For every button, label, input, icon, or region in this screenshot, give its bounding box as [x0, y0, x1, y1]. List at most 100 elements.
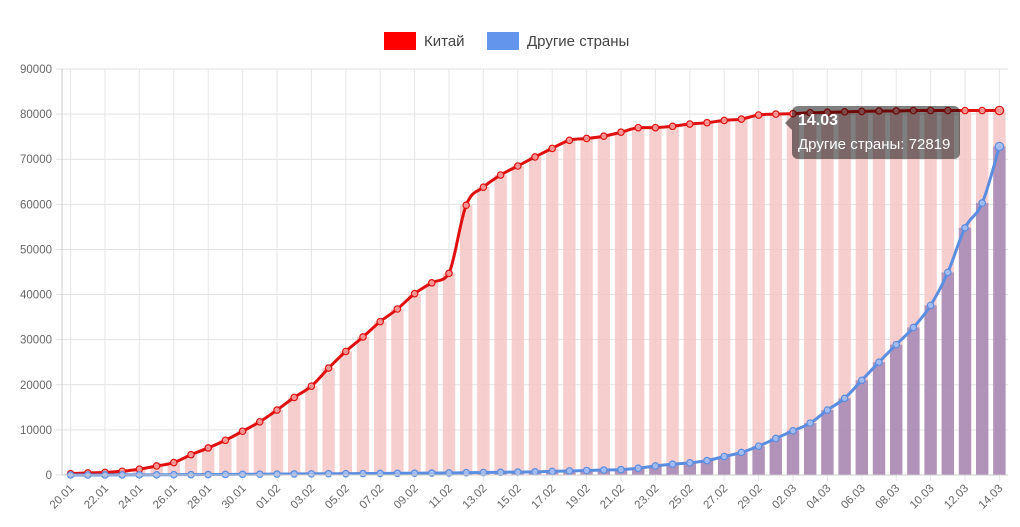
- y-tick-label: 10000: [20, 425, 52, 437]
- point-china-19.02: [582, 134, 591, 143]
- bar-other-06.03: [855, 380, 868, 475]
- bar-china-29.01: [219, 440, 232, 475]
- point-china-11.02: [445, 269, 453, 278]
- point-china-10.02: [427, 279, 436, 287]
- point-other-26.02: [703, 456, 711, 465]
- x-tick-label: 29.02: [736, 483, 765, 512]
- point-china-09.02: [410, 289, 419, 298]
- y-tick-label: 20000: [20, 380, 52, 392]
- bar-china-25.01: [150, 465, 163, 475]
- point-other-21.02: [617, 465, 625, 474]
- bar-china-05.02: [339, 351, 352, 475]
- bar-china-13.02: [477, 187, 490, 476]
- point-china-25.02: [685, 120, 694, 128]
- x-tick-label: 06.03: [839, 483, 868, 512]
- bar-china-24.02: [666, 126, 679, 476]
- point-other-27.02: [720, 452, 729, 461]
- point-china-27.01: [187, 450, 195, 459]
- bar-china-02.03: [786, 113, 800, 475]
- bar-china-20.02: [597, 136, 610, 475]
- x-tick-label: 15.02: [495, 483, 524, 512]
- x-tick-label: 10.03: [908, 483, 937, 512]
- point-china-23.02: [651, 123, 660, 132]
- bar-china-10.02: [425, 282, 438, 475]
- x-tick-label: 09.02: [392, 483, 421, 512]
- bar-other-26.02: [700, 460, 714, 475]
- point-china-17.02: [548, 144, 557, 153]
- bar-china-14.02: [494, 175, 507, 475]
- bar-china-19.02: [580, 138, 593, 475]
- point-china-13.02: [479, 183, 488, 191]
- bar-other-23.02: [649, 465, 662, 475]
- point-other-13.02: [479, 468, 488, 477]
- bar-other-02.03: [786, 430, 800, 475]
- point-china-30.01: [238, 427, 247, 436]
- x-tick-label: 21.02: [598, 483, 627, 512]
- x-tick-label: 12.03: [942, 483, 971, 512]
- bar-china-16.02: [528, 156, 542, 475]
- tooltip: 14.03 Другие страны: 72819: [785, 106, 960, 159]
- bar-china-26.01: [167, 462, 180, 475]
- x-tick-label: 30.01: [220, 483, 249, 512]
- bar-other-04.03: [821, 410, 834, 475]
- bar-china-25.02: [683, 124, 696, 475]
- point-other-20.02: [599, 466, 608, 474]
- point-china-28.02: [737, 115, 746, 123]
- bar-china-06.02: [356, 336, 370, 475]
- bar-china-03.02: [305, 386, 318, 475]
- legend-label-china: Китай: [424, 33, 465, 50]
- point-other-09.03: [909, 323, 918, 332]
- bar-china-04.03: [821, 112, 834, 475]
- point-china-14.03: [994, 105, 1005, 116]
- point-china-01.03: [771, 110, 780, 118]
- x-tick-label: 17.02: [529, 483, 558, 512]
- point-china-24.02: [668, 122, 677, 131]
- point-other-08.02: [393, 469, 402, 478]
- x-tick-label: 01.02: [254, 483, 283, 512]
- bar-other-08.03: [890, 344, 903, 475]
- bar-other-12.03: [958, 227, 972, 475]
- point-other-05.02: [341, 469, 350, 478]
- bar-other-01.03: [769, 438, 782, 475]
- point-china-03.02: [307, 382, 316, 390]
- point-china-20.02: [599, 132, 608, 141]
- y-tick-label: 30000: [20, 335, 52, 347]
- point-other-01.03: [771, 434, 780, 443]
- bar-other-07.03: [872, 362, 886, 475]
- point-other-23.02: [651, 462, 660, 470]
- legend-swatch-china: [384, 32, 416, 50]
- x-tick-label: 27.02: [701, 483, 730, 512]
- bar-china-21.02: [614, 132, 628, 475]
- tooltip-body: Другие страны: 72819: [798, 136, 950, 153]
- point-china-12.02: [462, 201, 471, 210]
- point-other-14.03: [994, 141, 1005, 152]
- bar-other-10.03: [924, 305, 937, 475]
- bar-china-22.02: [632, 127, 645, 476]
- x-tick-label: 04.03: [805, 483, 834, 512]
- point-other-13.03: [978, 199, 987, 207]
- bar-china-31.01: [253, 421, 266, 475]
- bar-other-24.02: [666, 464, 679, 475]
- bar-china-04.02: [322, 368, 335, 475]
- point-other-06.02: [359, 469, 367, 478]
- point-other-19.02: [582, 466, 591, 475]
- bar-china-29.02: [752, 115, 765, 475]
- bar-china-27.01: [184, 454, 198, 475]
- x-tick-label: 03.02: [289, 483, 318, 512]
- bar-china-03.03: [804, 112, 817, 475]
- point-china-01.02: [273, 406, 281, 414]
- y-tick-label: 0: [46, 470, 52, 482]
- point-china-07.02: [376, 317, 385, 326]
- bar-china-18.02: [563, 140, 576, 475]
- point-other-12.03: [961, 223, 969, 232]
- legend[interactable]: Китай Другие страны: [384, 32, 629, 50]
- point-other-07.03: [875, 358, 883, 367]
- point-other-08.03: [892, 340, 901, 349]
- bar-china-05.03: [838, 111, 851, 475]
- legend-swatch-other: [487, 32, 519, 50]
- bar-other-11.03: [941, 272, 954, 475]
- point-china-25.01: [152, 462, 161, 470]
- bar-other-05.03: [838, 398, 851, 475]
- point-china-21.02: [617, 128, 625, 136]
- point-china-12.03: [961, 106, 969, 115]
